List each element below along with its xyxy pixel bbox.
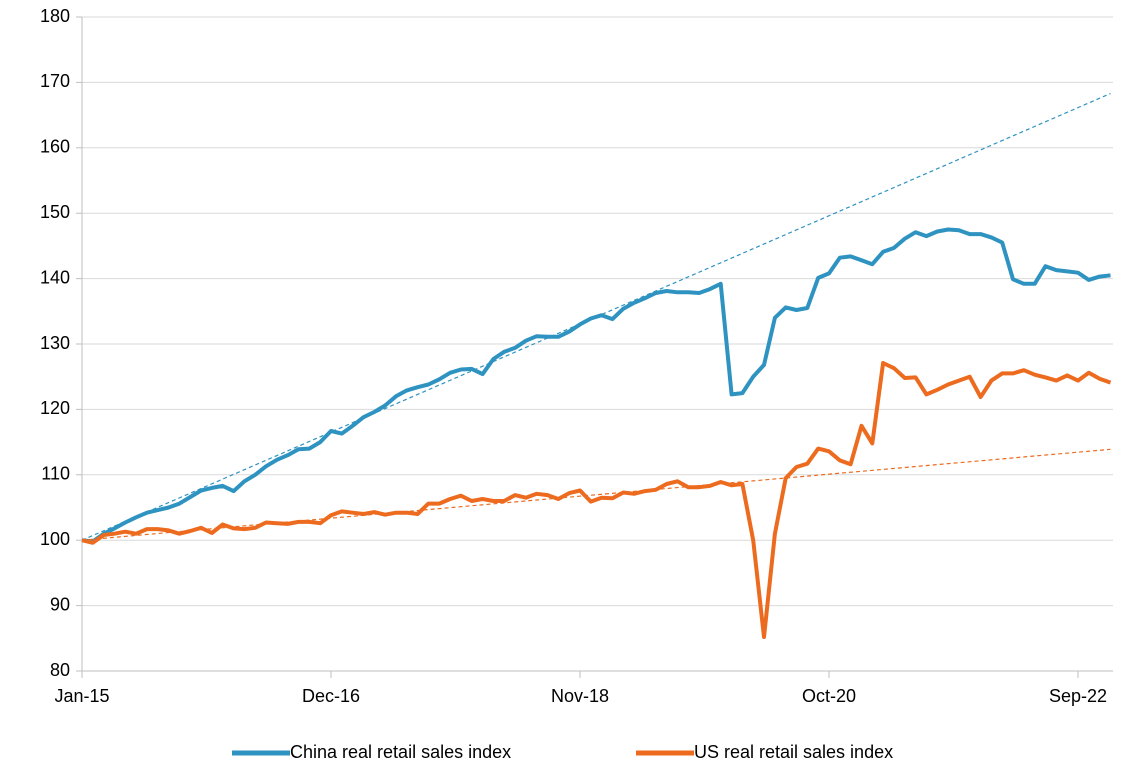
y-tick-label: 80 [50,660,70,680]
x-tick-label: Oct-20 [802,686,856,706]
y-tick-label: 130 [40,333,70,353]
y-tick-label: 160 [40,137,70,157]
y-tick-label: 90 [50,594,70,614]
x-tick-label: Jan-15 [54,686,109,706]
y-tick-label: 110 [41,464,70,484]
series-line [81,361,1112,639]
trend-line [81,448,1111,541]
y-tick-label: 170 [40,71,70,91]
legend-label: US real retail sales index [694,742,893,762]
y-tick-label: 180 [40,6,70,26]
y-tick-label: 150 [40,202,70,222]
series-line [81,227,1111,544]
y-tick-label: 140 [40,267,70,287]
legend-label: China real retail sales index [290,742,511,762]
y-tick-label: 100 [40,529,70,549]
x-tick-label: Nov-18 [551,686,609,706]
y-tick-label: 120 [40,398,70,418]
x-tick-label: Dec-16 [302,686,360,706]
x-tick-label: Sep-22 [1049,686,1107,706]
